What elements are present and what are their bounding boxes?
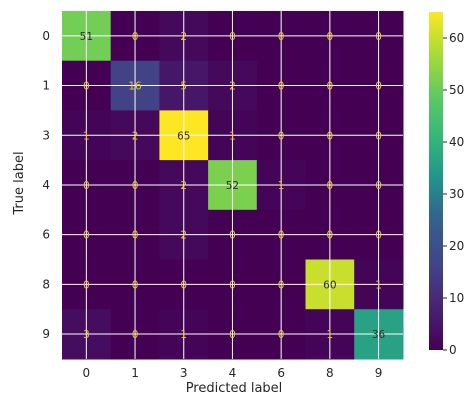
cell-value-label: 1 [83, 130, 90, 142]
cell-value-label: 0 [83, 81, 90, 93]
cell-value-label: 0 [375, 31, 382, 43]
cell-value-label: 2 [132, 130, 139, 142]
cell-value-label: 0 [83, 180, 90, 192]
cell-value-label: 0 [83, 279, 90, 291]
cell-value-label: 2 [180, 230, 187, 242]
cell-value-label: 16 [128, 81, 142, 93]
cell-value-label: 1 [229, 130, 236, 142]
cell-value-label: 2 [180, 31, 187, 43]
colorbar-tick-label: 50 [449, 83, 464, 97]
cell-value-label: 0 [327, 31, 334, 43]
cell-value-label: 2 [180, 180, 187, 192]
cell-value-label: 0 [229, 279, 236, 291]
cell-value-label: 51 [80, 31, 93, 43]
x-tick-label: 3 [180, 366, 188, 380]
cell-value-label: 0 [375, 130, 382, 142]
colorbar-tick-label: 0 [449, 343, 457, 357]
cell-value-label: 0 [375, 180, 382, 192]
cell-value-label: 36 [372, 329, 386, 341]
colorbar-tick-label: 60 [449, 31, 464, 45]
x-tick-label: 1 [131, 366, 139, 380]
x-tick-label: 4 [229, 366, 237, 380]
y-tick-label: 1 [42, 79, 50, 93]
y-tick-label: 9 [42, 327, 50, 341]
x-axis-label: Predicted label [186, 381, 283, 396]
y-tick-label: 3 [42, 128, 50, 142]
y-tick-labels: 0 1 3 4 6 8 9 [42, 29, 50, 341]
cell-value-label: 0 [132, 230, 139, 242]
cell-value-label: 0 [278, 130, 285, 142]
cell-value-label: 0 [132, 279, 139, 291]
x-tick-label: 9 [375, 366, 383, 380]
y-axis-label: True label [12, 151, 27, 215]
cell-value-label: 0 [132, 180, 139, 192]
cell-value-label: 65 [177, 130, 190, 142]
x-tick-label: 0 [83, 366, 91, 380]
grid-lines [62, 11, 403, 359]
cell-value-label: 0 [327, 180, 334, 192]
cell-value-label: 1 [375, 279, 382, 291]
cell-value-label: 1 [327, 329, 334, 341]
colorbar-tick-label: 20 [449, 239, 464, 253]
x-tick-labels: 0 1 3 4 6 8 9 [83, 366, 383, 380]
x-tick-label: 6 [277, 366, 285, 380]
cell-value-label: 0 [229, 329, 236, 341]
y-tick-label: 8 [42, 277, 50, 291]
cell-value-label: 1 [180, 329, 187, 341]
cell-value-label: 1 [278, 180, 285, 192]
y-tick-label: 4 [42, 178, 50, 192]
cell-value-label: 0 [278, 31, 285, 43]
cell-value-label: 2 [229, 81, 236, 93]
colorbar [429, 12, 443, 350]
cell-value-labels: 51 0 2 0 0 0 00 16 5 2 0 0 01 2 65 1 0 0 00 0 2 52 1 0 00 0 2 0 0 0 00… [80, 31, 386, 341]
cell-value-label: 52 [226, 180, 239, 192]
colorbar-tick-label: 40 [449, 135, 464, 149]
cell-value-label: 0 [278, 279, 285, 291]
cell-value-label: 0 [132, 31, 139, 43]
cell-value-label: 0 [229, 31, 236, 43]
cell-value-label: 3 [83, 329, 90, 341]
cell-value-label: 0 [229, 230, 236, 242]
x-tick-label: 8 [326, 366, 334, 380]
cell-value-label: 0 [278, 329, 285, 341]
cell-value-label: 0 [132, 329, 139, 341]
y-tick-label: 6 [42, 228, 50, 242]
cell-value-label: 0 [278, 81, 285, 93]
y-tick-label: 0 [42, 29, 50, 43]
cell-value-label: 0 [83, 230, 90, 242]
cell-value-label: 0 [327, 230, 334, 242]
cell-value-label: 60 [323, 279, 336, 291]
cell-value-label: 0 [180, 279, 187, 291]
cell-value-label: 0 [375, 81, 382, 93]
cell-value-label: 0 [375, 230, 382, 242]
cell-value-label: 0 [278, 230, 285, 242]
colorbar-tick-label: 30 [449, 187, 464, 201]
cell-value-label: 0 [327, 81, 334, 93]
cell-value-label: 0 [327, 130, 334, 142]
colorbar-tick-label: 10 [449, 291, 464, 305]
cell-value-label: 5 [180, 81, 187, 93]
colorbar-tick-labels: 0 10 20 30 40 50 60 [443, 31, 464, 357]
